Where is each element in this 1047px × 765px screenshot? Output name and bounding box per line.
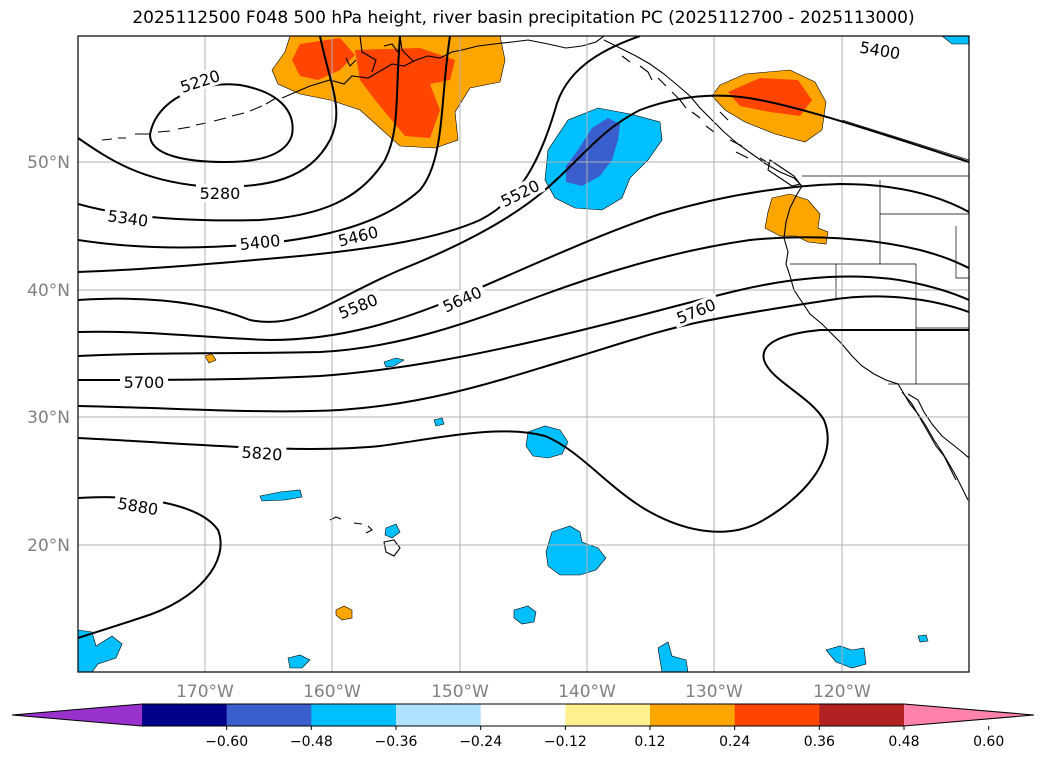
contour-5580 bbox=[78, 182, 969, 342]
latitude-labels: 50°N 40°N 30°N 20°N bbox=[27, 153, 70, 556]
panhandle-islands bbox=[621, 55, 771, 165]
colorbar-under-triangle bbox=[12, 704, 142, 726]
colorbar-outline bbox=[11, 703, 1035, 727]
lat-label-20n: 20°N bbox=[27, 536, 70, 556]
alaska-inlet bbox=[345, 36, 415, 73]
colorbar-tick-label: 0.48 bbox=[888, 734, 919, 750]
contour-5520 bbox=[78, 94, 969, 323]
map-title: 2025112500 F048 500 hPa height, river ba… bbox=[132, 8, 915, 28]
colorbar-tick-label: 0.36 bbox=[804, 734, 835, 750]
precip-cyan-hawaii-1 bbox=[259, 489, 303, 502]
map-frame bbox=[77, 35, 970, 673]
vancouver-island bbox=[767, 159, 801, 187]
coastlines bbox=[101, 36, 969, 557]
colorbar-bin bbox=[396, 704, 482, 726]
colorbar-bin bbox=[565, 704, 651, 726]
alaska-coast bbox=[281, 36, 605, 99]
lon-label-120w: 120°W bbox=[813, 682, 871, 702]
contour-5760-closed bbox=[78, 328, 969, 533]
contour-label-5400-ne: 5400 bbox=[858, 38, 901, 64]
lat-label-50n: 50°N bbox=[27, 153, 70, 173]
contour-5400 bbox=[78, 36, 451, 249]
contour-5280 bbox=[78, 36, 338, 188]
colorbar-bin bbox=[142, 704, 228, 726]
baja-california bbox=[901, 391, 957, 481]
colorbar-over-triangle bbox=[904, 704, 1034, 726]
precip-cyan-small-3 bbox=[383, 357, 405, 368]
colorbar: −0.60 −0.48 −0.36 −0.24 −0.12 0.12 0.24 0.36 0.4… bbox=[11, 703, 1035, 750]
gridlines bbox=[78, 36, 969, 672]
colorbar-tick-label: −0.36 bbox=[375, 734, 418, 750]
contour-5220 bbox=[148, 83, 294, 164]
contour-label-5280: 5280 bbox=[200, 184, 241, 203]
precip-orange-small-1 bbox=[204, 353, 217, 364]
contour-label-5700: 5700 bbox=[124, 373, 165, 392]
colorbar-bin bbox=[480, 704, 566, 726]
contour-5700 bbox=[78, 275, 969, 381]
contour-label-5220: 5220 bbox=[178, 66, 223, 97]
colorbar-tick-label: −0.24 bbox=[459, 734, 502, 750]
precip-cyan-ne bbox=[941, 36, 969, 45]
lon-label-150w: 150°W bbox=[431, 682, 489, 702]
lon-label-130w: 130°W bbox=[685, 682, 743, 702]
lon-label-160w: 160°W bbox=[303, 682, 361, 702]
contour-5880 bbox=[78, 496, 222, 639]
contour-label-5880: 5880 bbox=[116, 494, 159, 520]
gulf-california bbox=[907, 393, 969, 459]
precip-gulf-blue bbox=[566, 118, 620, 186]
precip-cyan-bottom-2 bbox=[657, 641, 689, 672]
colorbar-bin bbox=[819, 704, 905, 726]
lon-label-140w: 140°W bbox=[558, 682, 616, 702]
contour-5760 bbox=[78, 295, 969, 413]
contour-5640 bbox=[78, 236, 969, 357]
precip-cyan-20n bbox=[545, 525, 607, 576]
colorbar-tick-label: −0.60 bbox=[205, 734, 248, 750]
contour-5460 bbox=[78, 36, 641, 273]
colorbar-tick-label: −0.12 bbox=[544, 734, 587, 750]
colorbar-bin bbox=[734, 704, 820, 726]
lat-label-30n: 30°N bbox=[27, 408, 70, 428]
contour-label-5400: 5400 bbox=[239, 231, 281, 254]
hawaii-islands bbox=[329, 516, 401, 557]
longitude-labels: 170°W 160°W 150°W 140°W 130°W 120°W bbox=[176, 682, 871, 702]
precip-oregon-orange bbox=[764, 193, 829, 245]
precip-cyan-small-1 bbox=[513, 605, 537, 625]
colorbar-bin bbox=[226, 704, 312, 726]
contour-label-5520: 5520 bbox=[498, 176, 543, 211]
colorbar-tick-label: 0.60 bbox=[973, 734, 1004, 750]
precip-cyan-hawaii-2 bbox=[384, 523, 401, 539]
west-coast bbox=[783, 185, 969, 501]
precip-cyan-sw bbox=[78, 629, 123, 672]
lat-label-40n: 40°N bbox=[27, 281, 70, 301]
contour-label-5580: 5580 bbox=[336, 290, 381, 323]
lon-label-170w: 170°W bbox=[176, 682, 234, 702]
colorbar-tick-label: −0.48 bbox=[290, 734, 333, 750]
precip-cyan-30n bbox=[525, 425, 569, 459]
precip-cyan-small-2 bbox=[433, 417, 445, 427]
colorbar-bin bbox=[650, 704, 736, 726]
contour-label-5640: 5640 bbox=[440, 282, 485, 316]
precip-cyan-bottom-4 bbox=[917, 634, 929, 643]
precip-orange-small-2 bbox=[335, 605, 353, 621]
precip-cyan-bottom-3 bbox=[825, 645, 867, 669]
contour-label-5340: 5340 bbox=[106, 206, 149, 230]
alaska-panhandle bbox=[603, 39, 803, 187]
colorbar-tick-label: 0.12 bbox=[634, 734, 665, 750]
colorbar-tick-label: 0.24 bbox=[719, 734, 750, 750]
precip-cyan-bottom-1 bbox=[287, 654, 311, 669]
aleutian-islands bbox=[101, 97, 277, 141]
us-state-lines bbox=[790, 180, 969, 384]
precip-alaska-red bbox=[292, 38, 355, 80]
colorbar-bin bbox=[311, 704, 397, 726]
contour-label-5820: 5820 bbox=[241, 443, 283, 465]
precip-alaska-red-2 bbox=[355, 48, 455, 138]
